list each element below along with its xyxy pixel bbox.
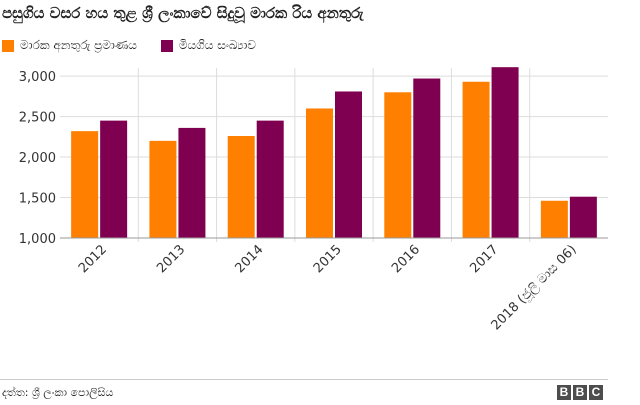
- y-tick-label: 2,500: [19, 111, 56, 126]
- bar-deaths: [178, 127, 206, 238]
- x-tick-label: 2017: [467, 242, 501, 276]
- bbc-logo-letter: C: [589, 385, 603, 400]
- bar-fatal-accidents: [71, 131, 99, 238]
- bar-deaths: [569, 196, 597, 238]
- bar-fatal-accidents: [306, 108, 333, 238]
- bbc-logo-letter: B: [557, 385, 571, 400]
- legend-item-deaths: මියගිය සංඛ්‍යාව: [160, 38, 256, 53]
- bar-fatal-accidents: [149, 140, 177, 238]
- footer-divider: [0, 379, 608, 380]
- bar-chart: 1,000 1,500 2,000 2,500 3,000 2012 2013 2014 201…: [19, 67, 608, 333]
- y-tick-label: 2,000: [19, 151, 56, 166]
- legend: මාරක අනතුරු ප්‍රමාණය මියගිය සංඛ්‍යාව: [2, 38, 280, 53]
- bar-deaths: [100, 120, 128, 238]
- legend-label-deaths: මියගිය සංඛ්‍යාව: [178, 38, 256, 52]
- x-tick-label: 2012: [76, 242, 110, 276]
- bbc-logo: B B C: [557, 385, 605, 400]
- legend-item-fatal-accidents: මාරක අනතුරු ප්‍රමාණය: [2, 38, 137, 53]
- x-tick-label: 2014: [233, 242, 267, 276]
- bar-deaths: [413, 78, 441, 239]
- x-tick-label: 2015: [311, 242, 345, 276]
- x-tick-label: 2016: [389, 242, 423, 276]
- legend-swatch-fatal-accidents: [2, 39, 14, 52]
- chart-title: පසුගිය වසර හය තුළ ශ්‍රී ලංකාවේ සිදුවූ මා…: [2, 4, 364, 22]
- bar-fatal-accidents: [384, 92, 412, 239]
- x-tick-label: 2013: [154, 242, 188, 276]
- source-note: දත්ත: ශ්‍රී ලංකා පොලිසිය: [2, 386, 114, 399]
- bar-deaths: [256, 120, 284, 238]
- legend-swatch-deaths: [160, 39, 173, 52]
- bbc-logo-letter: B: [573, 385, 587, 400]
- y-tick-label: 1,500: [19, 192, 56, 207]
- x-tick-label: 2018 (ජූලි මාස 06): [489, 242, 580, 333]
- bar-fatal-accidents: [227, 136, 255, 238]
- bar-fatal-accidents: [462, 81, 490, 238]
- y-tick-label: 1,000: [19, 232, 56, 247]
- y-tick-label: 3,000: [19, 70, 56, 85]
- bar-deaths: [491, 67, 519, 238]
- legend-label-fatal-accidents: මාරක අනතුරු ප්‍රමාණය: [20, 38, 137, 52]
- bar-fatal-accidents: [540, 200, 568, 238]
- bar-deaths: [335, 91, 362, 238]
